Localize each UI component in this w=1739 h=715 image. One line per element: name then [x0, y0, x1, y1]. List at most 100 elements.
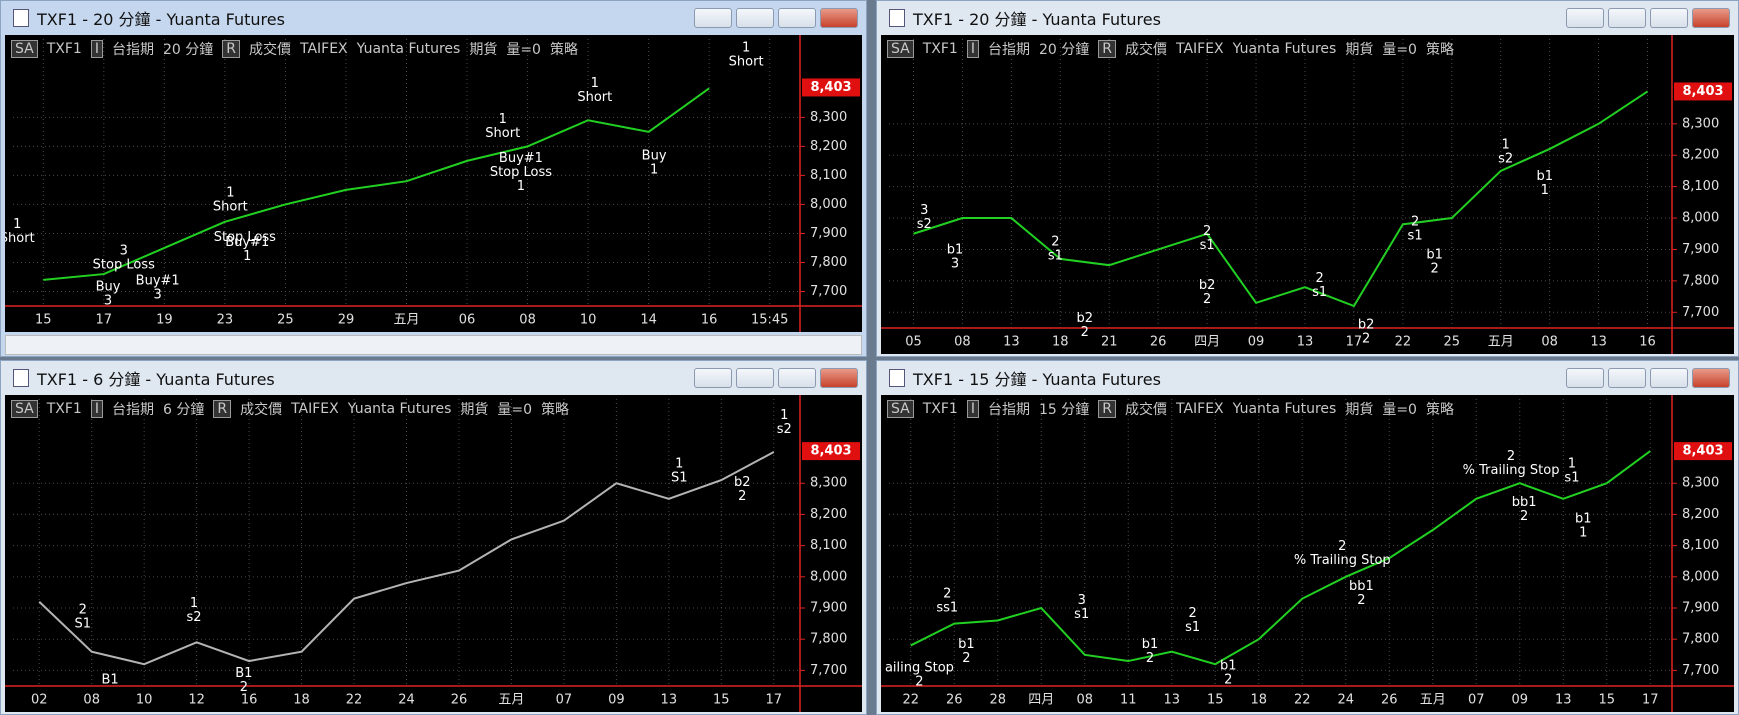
- y-tick-label: 8,000: [1682, 569, 1719, 584]
- restore-extra-button[interactable]: [694, 368, 732, 388]
- signal-label: s1: [1312, 285, 1327, 300]
- x-tick-label: 15: [1207, 693, 1224, 708]
- app-icon: [889, 369, 905, 387]
- x-tick-label: 13: [1590, 335, 1607, 350]
- toolbar-label: 成交價: [248, 42, 291, 58]
- window-buttons: [1566, 8, 1730, 28]
- toolbar-dropdown[interactable]: SA: [11, 40, 38, 58]
- chart-area: 7,700 7,800 7,900 8,000 8,100 8,200 8,300 22 26 2…: [881, 395, 1734, 712]
- toolbar-label: TAIFEX: [299, 41, 348, 57]
- x-tick-label: 08: [519, 313, 536, 328]
- signal-label: 1: [243, 249, 251, 264]
- x-tick-label: 16: [1639, 335, 1656, 350]
- toolbar-label: 台指期: [111, 42, 154, 58]
- toolbar-dropdown[interactable]: R: [1098, 40, 1116, 58]
- x-tick-label: 08: [1076, 693, 1093, 708]
- restore-extra-button[interactable]: [1566, 8, 1604, 28]
- signal-label: ss1: [936, 600, 958, 615]
- title-bar: TXF1 - 15 分鐘 - Yuanta Futures: [877, 361, 1738, 395]
- toolbar-label: 量=0: [1382, 42, 1417, 58]
- toolbar-dropdown[interactable]: I: [90, 40, 103, 58]
- y-tick-label: 7,700: [810, 284, 847, 299]
- signal-label: 1: [13, 217, 21, 232]
- toolbar-dropdown[interactable]: SA: [11, 400, 38, 418]
- minimize-button[interactable]: [736, 368, 774, 388]
- signal-label: 2: [738, 489, 746, 504]
- x-tick-label: 13: [1555, 693, 1572, 708]
- toolbar-dropdown[interactable]: I: [90, 400, 103, 418]
- y-tick-label: 7,800: [810, 632, 847, 647]
- close-button[interactable]: [1692, 8, 1730, 28]
- chart-toolbar: SA TXF1 I 台指期 20 分鐘 R 成交價 TAIFEX Yuanta Futures 期…: [11, 39, 578, 59]
- x-tick-label: 11: [1120, 693, 1137, 708]
- x-tick-label: 15: [1598, 693, 1615, 708]
- x-tick-label: 18: [293, 693, 310, 708]
- y-tick-label: 7,900: [1682, 242, 1719, 257]
- toolbar-label: 15 分鐘: [1038, 402, 1090, 418]
- toolbar-dropdown[interactable]: I: [966, 40, 979, 58]
- signal-label: 3: [120, 243, 128, 258]
- signal-label: 2: [1316, 271, 1324, 286]
- toolbar-dropdown[interactable]: R: [213, 400, 232, 418]
- y-tick-label: 7,700: [810, 663, 847, 678]
- signal-label: Buy#1: [499, 151, 543, 166]
- minimize-button[interactable]: [736, 8, 774, 28]
- y-tick-label: 8,100: [810, 538, 847, 553]
- restore-extra-button[interactable]: [694, 8, 732, 28]
- toolbar-label: TXF1: [922, 41, 958, 57]
- close-button[interactable]: [820, 8, 858, 28]
- window-title: TXF1 - 6 分鐘 - Yuanta Futures: [37, 370, 275, 389]
- maximize-button[interactable]: [778, 368, 816, 388]
- restore-extra-button[interactable]: [1566, 368, 1604, 388]
- close-button[interactable]: [820, 368, 858, 388]
- y-tick-label: 8,300: [1682, 476, 1719, 491]
- horizontal-scrollbar[interactable]: [5, 335, 862, 355]
- y-tick-label: 8,200: [810, 139, 847, 154]
- toolbar-dropdown[interactable]: I: [966, 400, 979, 418]
- y-tick-label: 8,200: [1682, 507, 1719, 522]
- toolbar-label: TXF1: [46, 41, 82, 57]
- signal-label: s2: [917, 217, 932, 232]
- toolbar-label: Yuanta Futures: [1232, 41, 1337, 57]
- signal-label: 2: [1357, 593, 1365, 608]
- toolbar-dropdown[interactable]: SA: [887, 40, 914, 58]
- x-tick-label: 13: [1163, 693, 1180, 708]
- signal-label: b1: [1536, 169, 1553, 184]
- toolbar-label: TAIFEX: [1175, 41, 1224, 57]
- y-tick-label: 8,200: [1682, 148, 1719, 163]
- minimize-button[interactable]: [1608, 8, 1646, 28]
- x-tick-label: 22: [346, 693, 363, 708]
- signal-label: bb1: [1349, 579, 1374, 594]
- x-tick-label: 四月: [1194, 335, 1220, 350]
- x-tick-label: 18: [1052, 335, 1069, 350]
- signal-label: 2: [1051, 234, 1059, 249]
- toolbar-label: 期貨: [1345, 402, 1374, 418]
- signal-label: 2: [1081, 325, 1089, 340]
- maximize-button[interactable]: [1650, 368, 1688, 388]
- x-tick-label: 13: [1003, 335, 1020, 350]
- signal-label: s1: [1200, 238, 1215, 253]
- toolbar-label: 期貨: [460, 402, 489, 418]
- toolbar-label: 策略: [1425, 402, 1454, 418]
- x-tick-label: 10: [136, 693, 153, 708]
- signal-label: bb1: [1512, 495, 1537, 510]
- signal-label: B1: [235, 666, 252, 681]
- maximize-button[interactable]: [1650, 8, 1688, 28]
- x-tick-label: 五月: [393, 313, 419, 328]
- signal-label: b2: [734, 475, 751, 490]
- x-tick-label: 24: [398, 693, 415, 708]
- minimize-button[interactable]: [1608, 368, 1646, 388]
- x-tick-label: 14: [640, 313, 657, 328]
- last-price-label: 8,403: [1682, 84, 1723, 99]
- last-price-label: 8,403: [1682, 444, 1723, 459]
- window-title: TXF1 - 20 分鐘 - Yuanta Futures: [913, 10, 1161, 29]
- toolbar-label: Yuanta Futures: [1232, 401, 1337, 417]
- close-button[interactable]: [1692, 368, 1730, 388]
- toolbar-label: 成交價: [1124, 42, 1167, 58]
- x-tick-label: 五月: [1488, 335, 1514, 350]
- toolbar-dropdown[interactable]: R: [1098, 400, 1116, 418]
- toolbar-dropdown[interactable]: SA: [887, 400, 914, 418]
- toolbar-dropdown[interactable]: R: [222, 40, 240, 58]
- signal-label: 2: [1431, 261, 1439, 276]
- maximize-button[interactable]: [778, 8, 816, 28]
